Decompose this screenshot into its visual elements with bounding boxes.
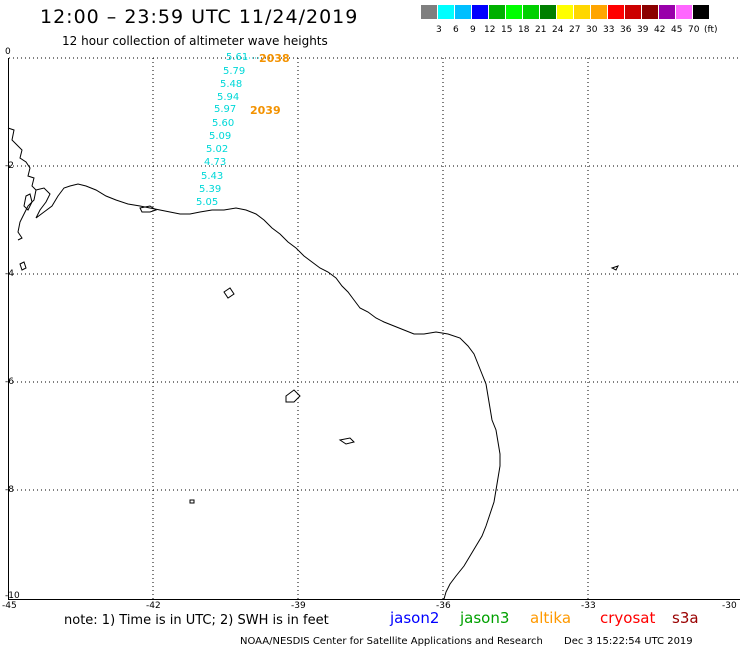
footer-timestamp: Dec 3 15:22:54 UTC 2019: [564, 636, 693, 647]
legend-label: 33: [603, 25, 615, 35]
satellite-label-jason2: jason2: [390, 609, 440, 627]
swh-value: 5.09: [209, 131, 232, 142]
legend-label: 42: [654, 25, 666, 35]
satellite-label-jason3: jason3: [460, 609, 510, 627]
legend-label: 6: [453, 25, 459, 35]
legend-label: 9: [470, 25, 476, 35]
swh-value: 5.39: [199, 184, 222, 195]
legend-label: 30: [586, 25, 598, 35]
legend-label: 15: [501, 25, 513, 35]
lat-label: -6: [5, 377, 14, 387]
footer-credit: NOAA/NESDIS Center for Satellite Applica…: [240, 636, 693, 647]
legend-label: 12: [484, 25, 496, 35]
lon-label: -42: [146, 601, 161, 611]
satellite-label-s3a: s3a: [672, 609, 699, 627]
map-title: 12:00 – 23:59 UTC 11/24/2019: [40, 6, 359, 28]
swh-value: 5.48: [220, 79, 243, 90]
lon-label: -45: [2, 601, 17, 611]
legend-label: 3: [436, 25, 442, 35]
swh-value: 4.73: [204, 157, 227, 168]
track-time: 2038: [259, 52, 290, 65]
legend-label: 39: [637, 25, 649, 35]
swh-value: 5.02: [206, 144, 229, 155]
swh-value: 5.61: [226, 52, 249, 63]
legend-swatch: [438, 5, 454, 19]
lat-label: 0: [5, 47, 11, 57]
lon-label: -30: [722, 601, 737, 611]
legend-label: 45: [671, 25, 683, 35]
satellite-label-cryosat: cryosat: [600, 609, 656, 627]
legend-swatch: [455, 5, 471, 19]
legend-label: 21: [535, 25, 547, 35]
swh-value: 5.05: [196, 197, 219, 208]
legend-swatch: [642, 5, 658, 19]
track-time: 2039: [250, 104, 281, 117]
legend-swatch: [506, 5, 522, 19]
swh-value: 5.94: [217, 92, 240, 103]
legend-swatch: [608, 5, 624, 19]
swh-value: 5.43: [201, 171, 224, 182]
legend-label: 27: [569, 25, 581, 35]
swh-value: 5.60: [212, 118, 235, 129]
legend-unit: (ft): [704, 25, 718, 35]
lon-label: -39: [291, 601, 306, 611]
legend-swatch: [693, 5, 709, 19]
legend-swatch: [625, 5, 641, 19]
legend-swatch: [659, 5, 675, 19]
lon-label: -33: [581, 601, 596, 611]
map-subtitle: 12 hour collection of altimeter wave hei…: [62, 34, 328, 48]
lat-label: -10: [5, 591, 20, 601]
graticule: [9, 57, 740, 599]
map-frame: [8, 58, 740, 600]
legend-swatch: [591, 5, 607, 19]
lat-label: -2: [5, 161, 14, 171]
legend-label: 70: [688, 25, 700, 35]
lat-label: -4: [5, 269, 14, 279]
lat-label: -8: [5, 485, 14, 495]
footer-credit-text: NOAA/NESDIS Center for Satellite Applica…: [240, 636, 543, 647]
legend-label: 36: [620, 25, 632, 35]
lon-label: -36: [436, 601, 451, 611]
legend-swatch: [574, 5, 590, 19]
swh-value: 5.97: [214, 104, 237, 115]
legend-label: 18: [518, 25, 530, 35]
legend-swatch: [676, 5, 692, 19]
satellite-label-altika: altika: [530, 609, 572, 627]
legend-swatch: [540, 5, 556, 19]
legend-swatch: [557, 5, 573, 19]
legend-swatch: [421, 5, 437, 19]
legend-swatch: [472, 5, 488, 19]
units-note: note: 1) Time is in UTC; 2) SWH is in fe…: [64, 613, 329, 628]
legend-swatch: [523, 5, 539, 19]
swh-value: 5.79: [223, 66, 246, 77]
legend-swatch: [489, 5, 505, 19]
legend-label: 24: [552, 25, 564, 35]
coastline: [7, 127, 619, 600]
